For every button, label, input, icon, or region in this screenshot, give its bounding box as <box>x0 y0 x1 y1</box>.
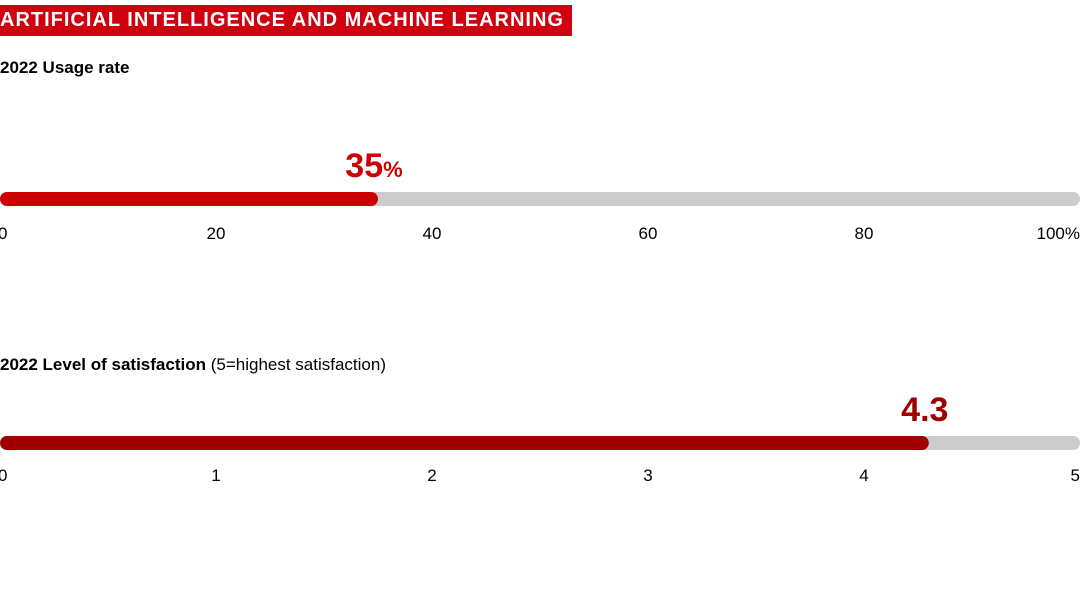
satisfaction-tick-label: 3 <box>643 466 652 485</box>
satisfaction-title-text: 2022 Level of satisfaction <box>0 355 206 374</box>
usage-tick-label: 100% <box>1037 224 1080 243</box>
satisfaction-tick-label: 5 <box>1071 466 1080 485</box>
usage-tick-label: 60 <box>639 224 658 243</box>
usage-value-label: 35% <box>345 147 402 185</box>
usage-value-number: 35 <box>345 147 383 185</box>
satisfaction-tick-label: 2 <box>427 466 436 485</box>
satisfaction-tick-label: 1 <box>211 466 220 485</box>
satisfaction-value-label: 4.3 <box>901 391 948 429</box>
usage-tick-label: 20 <box>207 224 226 243</box>
usage-tick-label: 80 <box>855 224 874 243</box>
usage-tick-label: 0 <box>0 224 7 243</box>
usage-value-unit: % <box>383 157 403 182</box>
usage-rate-title: 2022 Usage rate <box>0 58 129 78</box>
satisfaction-tick-label: 4 <box>859 466 868 485</box>
satisfaction-title: 2022 Level of satisfaction (5=highest sa… <box>0 355 386 375</box>
satisfaction-value-number: 4.3 <box>901 391 948 429</box>
section-banner: ARTIFICIAL INTELLIGENCE AND MACHINE LEAR… <box>0 5 572 36</box>
usage-tick-label: 40 <box>423 224 442 243</box>
usage-rate-title-text: 2022 Usage rate <box>0 58 130 77</box>
satisfaction-subtitle-text: (5=highest satisfaction) <box>210 355 387 374</box>
satisfaction-tick-label: 0 <box>0 466 7 485</box>
banner-text: ARTIFICIAL INTELLIGENCE AND MACHINE LEAR… <box>0 9 564 31</box>
